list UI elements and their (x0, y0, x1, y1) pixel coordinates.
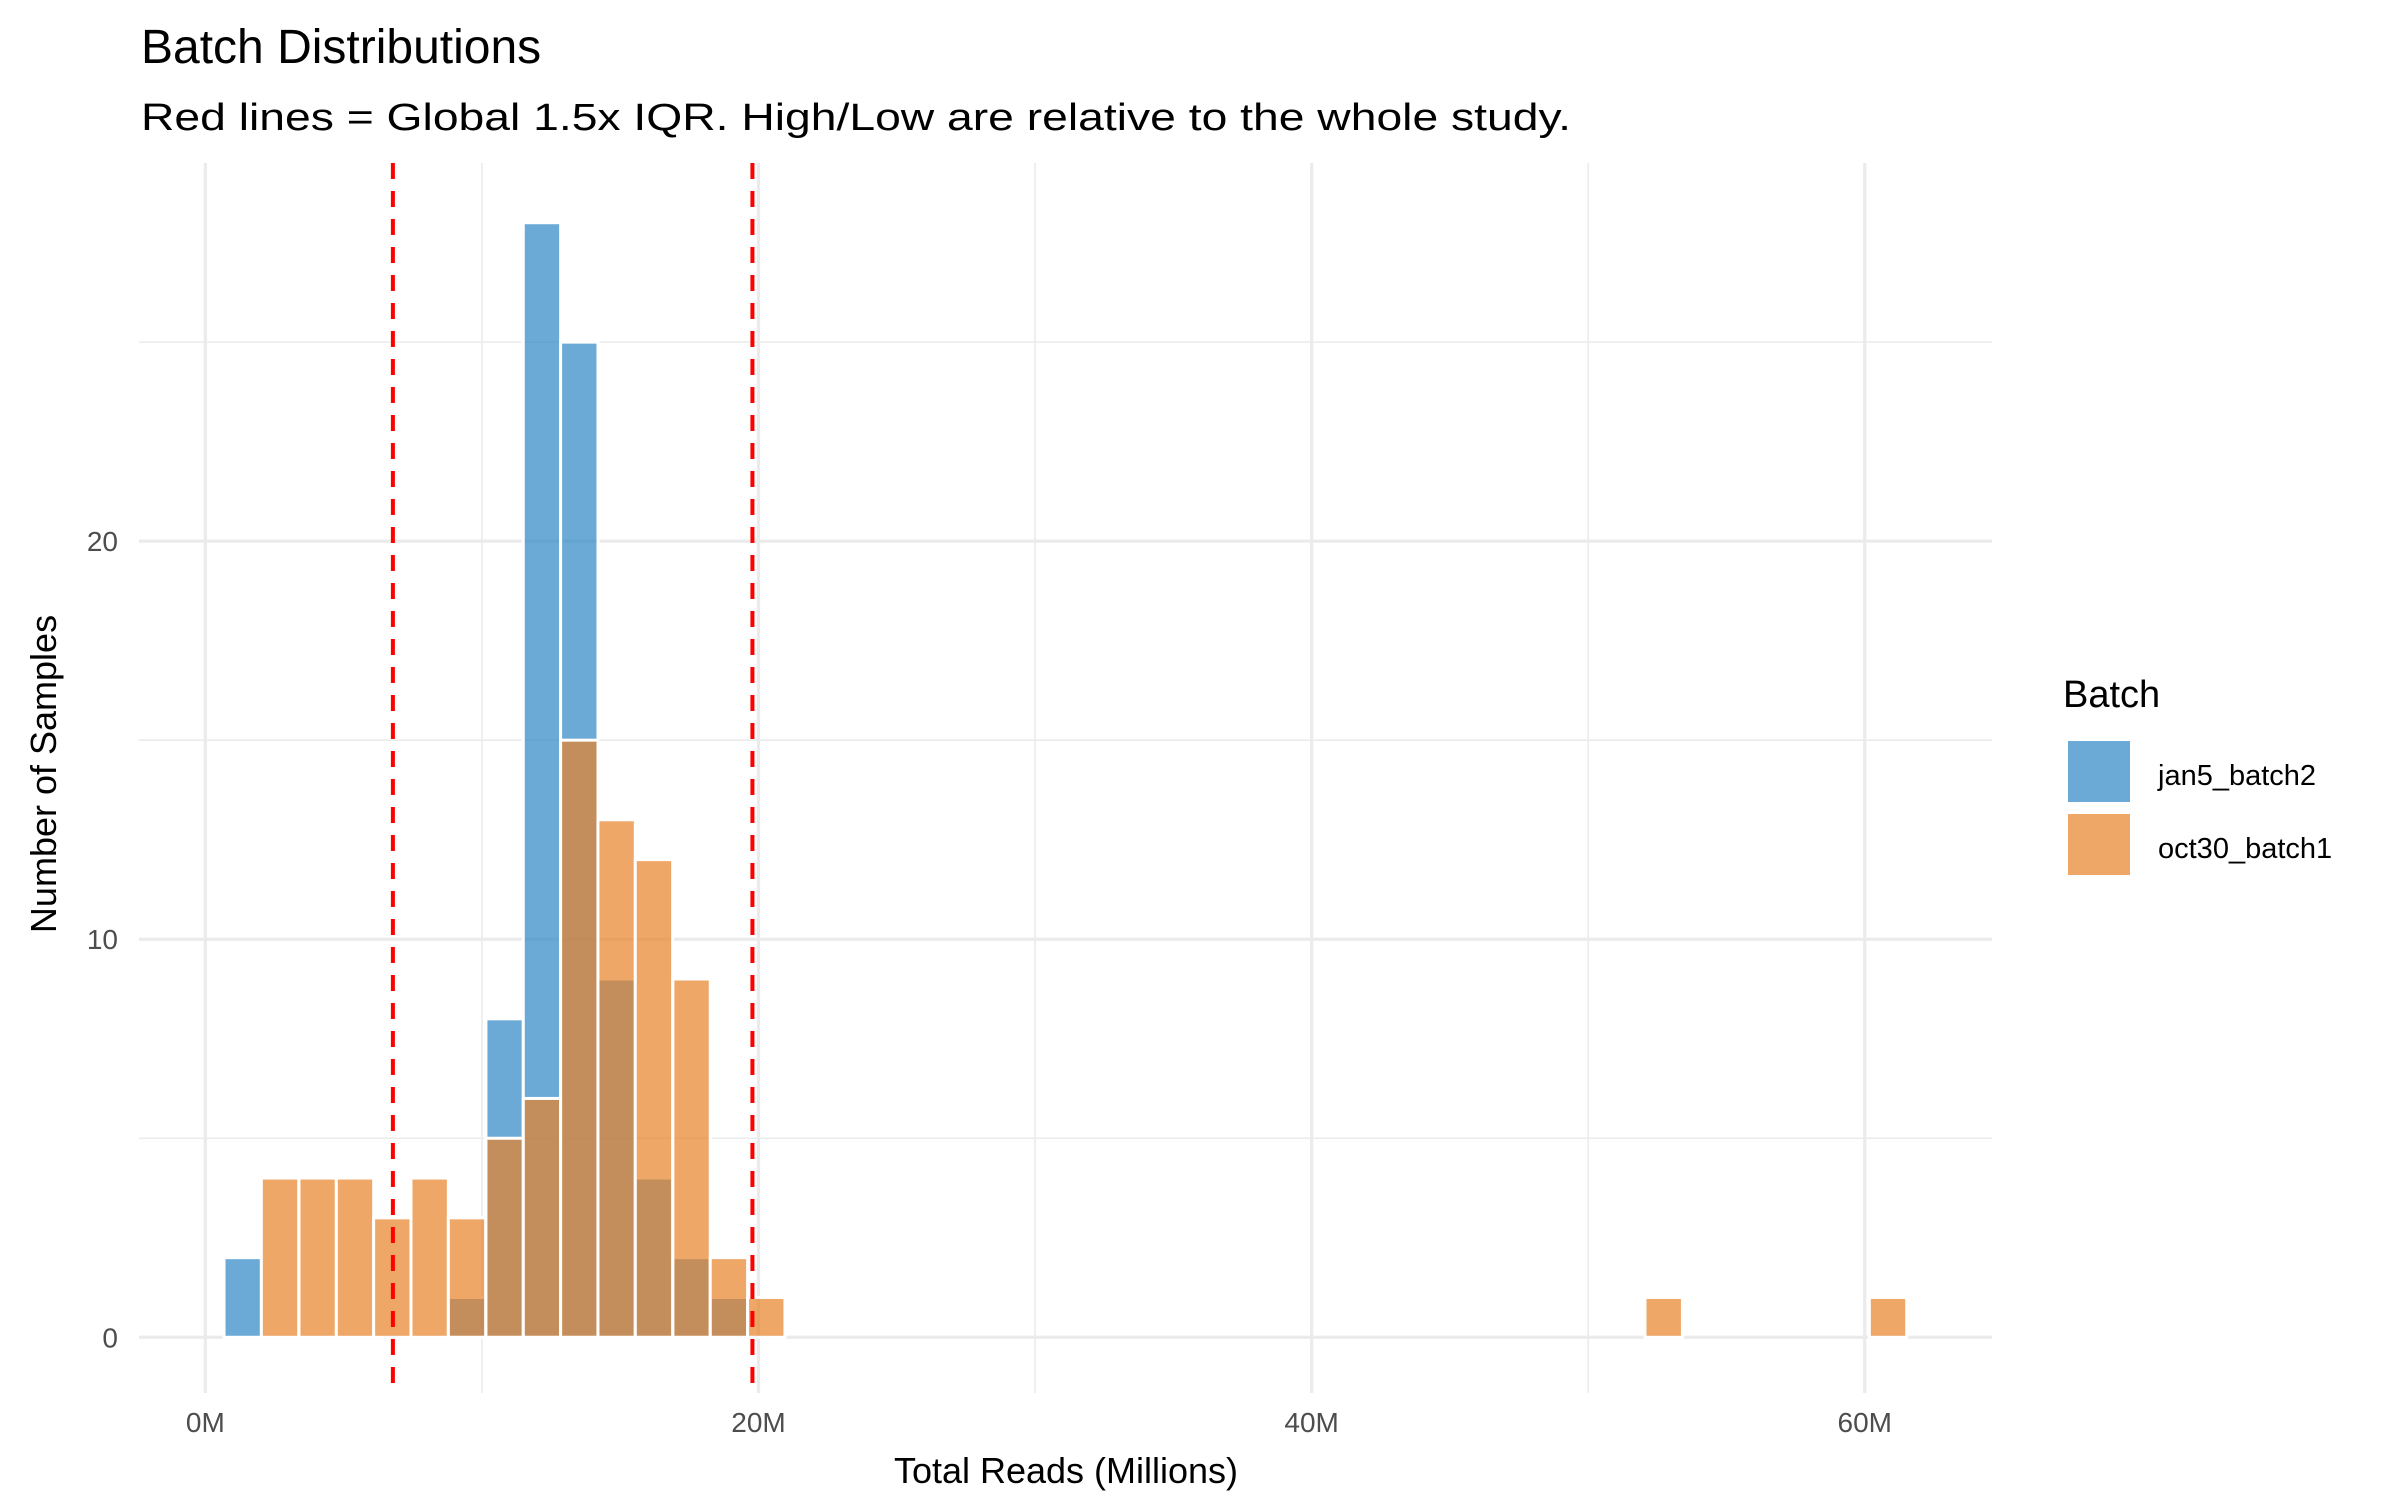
histogram-bar-oct30_batch1 (297, 1176, 338, 1339)
histogram-bar-oct30_batch1 (671, 977, 712, 1339)
legend-label: oct30_batch1 (2158, 833, 2332, 865)
legend: Batch jan5_batch2 oct30_batch1 (2063, 674, 2332, 875)
histogram-bar-oct30_batch1 (409, 1176, 450, 1339)
histogram-bar-oct30_batch1 (521, 1096, 563, 1339)
x-tick-label: 20M (731, 1407, 785, 1438)
y-tick-label: 0 (102, 1322, 118, 1353)
chart-subtitle: Red lines = Global 1.5x IQR. High/Low ar… (141, 97, 1571, 139)
legend-key-jan5_batch2 (2068, 741, 2130, 802)
histogram-bar-oct30_batch1 (259, 1176, 301, 1339)
histogram-bar-oct30_batch1 (559, 738, 600, 1339)
x-tick-label: 40M (1284, 1407, 1338, 1438)
x-tick-label: 0M (186, 1407, 225, 1438)
chart-title: Batch Distributions (141, 21, 541, 74)
y-tick-label: 20 (87, 526, 118, 557)
reference-lines (390, 163, 755, 1393)
histogram-bar-oct30_batch1 (633, 858, 675, 1339)
histogram-bar-oct30_batch1 (446, 1216, 488, 1339)
histogram-bar-oct30_batch1 (1643, 1295, 1684, 1339)
x-tick-label: 60M (1838, 1407, 1892, 1438)
histogram-bar-oct30_batch1 (708, 1256, 750, 1339)
x-axis-ticks: 0M 20M 40M 60M (186, 1407, 1892, 1438)
histogram-bar-oct30_batch1 (334, 1176, 376, 1339)
histogram-bar-oct30_batch1 (596, 818, 637, 1339)
bars (222, 221, 1909, 1339)
y-axis-ticks: 0 10 20 (87, 526, 118, 1353)
legend-key-oct30_batch1 (2068, 814, 2130, 875)
legend-title: Batch (2063, 674, 2160, 716)
histogram-bar-oct30_batch1 (1867, 1295, 1909, 1339)
y-tick-label: 10 (87, 924, 118, 955)
legend-label: jan5_batch2 (2157, 760, 2316, 792)
y-axis-title: Number of Samples (23, 615, 64, 933)
histogram-bar-jan5_batch2 (222, 1256, 263, 1339)
histogram-bar-oct30_batch1 (484, 1136, 525, 1339)
x-axis-title: Total Reads (Millions) (894, 1450, 1238, 1491)
